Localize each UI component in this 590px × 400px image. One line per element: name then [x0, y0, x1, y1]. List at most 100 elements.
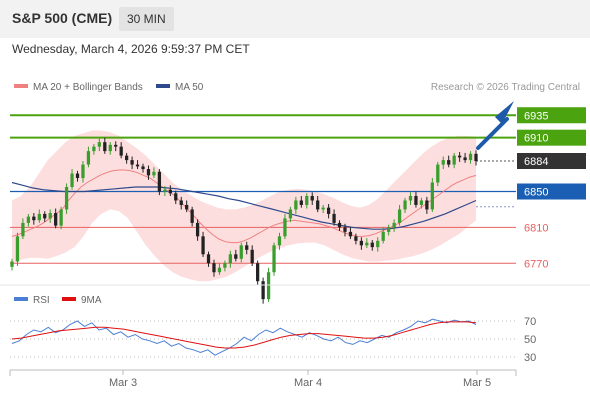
candle-body-69	[387, 227, 391, 232]
ma20-legend-label: MA 20 + Bollinger Bands	[33, 82, 143, 93]
x-tick-label-0: Mar 3	[109, 377, 137, 389]
candle-body-13	[81, 164, 85, 179]
candle-body-74	[414, 195, 418, 205]
candle-body-30	[174, 193, 178, 201]
candle-body-81	[452, 155, 456, 165]
candle-body-83	[463, 157, 467, 161]
candle-body-25	[146, 169, 151, 176]
candle-body-45	[256, 263, 260, 282]
candle-body-48	[272, 245, 276, 273]
candle-body-36	[206, 254, 211, 264]
level-label-bg-6910	[517, 129, 586, 146]
candle-body-6	[43, 213, 47, 219]
rsi-ma-line	[11, 321, 477, 349]
level-label-bg-6884	[517, 153, 586, 169]
candle-body-17	[103, 142, 107, 152]
candle-body-20	[119, 146, 123, 156]
rsi-level-label-70: 70	[524, 316, 536, 328]
candle-body-3	[26, 216, 31, 223]
candle-body-63	[354, 236, 358, 241]
candle-body-43	[245, 245, 249, 250]
candle-body-7	[48, 213, 52, 219]
candle-body-80	[447, 160, 451, 165]
candle-body-15	[92, 146, 96, 152]
candle-body-47	[266, 272, 271, 300]
candle-body-0	[10, 261, 14, 267]
key-levels	[10, 114, 516, 264]
candle-body-34	[195, 222, 200, 237]
candle-body-14	[86, 151, 91, 165]
candle-body-84	[468, 153, 473, 161]
chart-datetime: Wednesday, March 4, 2026 9:59:37 PM CET	[12, 42, 250, 56]
ma20-legend-swatch	[14, 84, 28, 88]
candle-body-27	[157, 171, 162, 192]
candle-body-85	[474, 153, 478, 161]
candle-body-33	[190, 209, 194, 223]
candle-body-35	[201, 236, 205, 255]
candle-body-12	[75, 173, 80, 179]
candle-body-41	[234, 254, 238, 259]
level-label-6884: 6884	[524, 156, 548, 168]
candle-body-40	[228, 254, 232, 264]
candle-body-49	[277, 236, 282, 246]
candle-body-82	[457, 155, 462, 158]
candle-body-39	[223, 263, 227, 268]
level-label-6810: 6810	[524, 222, 548, 234]
research-credit: Research © 2026 Trading Central	[431, 82, 580, 93]
level-label-6770: 6770	[524, 258, 548, 270]
rsi-level-label-50: 50	[524, 334, 536, 346]
candle-body-50	[283, 218, 287, 237]
candle-body-53	[299, 200, 303, 205]
candle-body-58	[326, 207, 331, 214]
candle-body-73	[408, 195, 413, 201]
candle-body-65	[365, 242, 369, 246]
candle-body-77	[430, 182, 434, 210]
forecast-arrow-head	[495, 101, 514, 124]
candle-body-4	[32, 216, 36, 221]
level-labels: 6935 6910 6884 6850 6810 6770	[517, 107, 586, 270]
candle-body-59	[332, 213, 336, 223]
candle-body-79	[441, 160, 445, 165]
level-label-bg-6935	[517, 107, 586, 124]
candle-body-11	[70, 173, 74, 188]
ma50-line	[11, 181, 477, 230]
candle-body-2	[21, 222, 25, 237]
forecast-arrow	[476, 101, 514, 150]
rsi-ma-legend-label: 9MA	[81, 295, 102, 306]
candle-body-61	[343, 227, 347, 232]
candle-body-57	[321, 207, 325, 210]
x-tick-label-2: Mar 5	[463, 377, 491, 389]
rsi-line	[11, 318, 477, 356]
timeframe-button[interactable]: 30 MIN	[119, 7, 174, 31]
candlesticks	[10, 137, 478, 304]
candle-body-10	[64, 187, 69, 210]
candle-body-76	[425, 200, 429, 210]
candle-body-51	[288, 209, 293, 219]
candle-body-26	[152, 171, 156, 176]
ma50-legend-label: MA 50	[175, 82, 204, 93]
level-label-bg-6850	[517, 183, 586, 200]
candle-body-16	[97, 142, 101, 147]
candle-body-71	[397, 209, 402, 223]
chart-header: S&P 500 (CME) 30 MIN	[0, 0, 590, 38]
candle-body-56	[316, 200, 320, 210]
candle-body-37	[212, 263, 216, 273]
candle-body-38	[217, 267, 222, 273]
candle-body-64	[359, 240, 364, 246]
instrument-title: S&P 500 (CME)	[12, 10, 113, 26]
candle-body-72	[403, 200, 407, 210]
candle-body-52	[294, 200, 298, 210]
candle-body-66	[370, 242, 374, 248]
candle-body-62	[348, 231, 353, 237]
rsi-legend-label: RSI	[33, 295, 50, 306]
candle-body-22	[130, 160, 134, 165]
candle-body-23	[135, 164, 140, 167]
moving-averages	[11, 169, 477, 244]
candle-body-42	[239, 245, 243, 259]
candle-body-21	[124, 155, 129, 161]
candle-body-54	[305, 195, 309, 205]
candle-body-60	[337, 222, 342, 228]
rsi-legend-swatch	[14, 297, 28, 301]
x-tick-label-1: Mar 4	[294, 377, 322, 389]
